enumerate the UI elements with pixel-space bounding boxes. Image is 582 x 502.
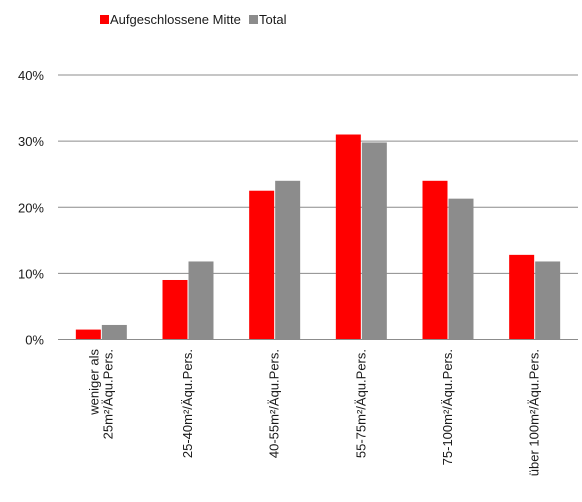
legend: Aufgeschlossene Mitte Total: [100, 12, 287, 27]
bar-total-0: [101, 324, 127, 340]
bar-aufgeschlossene-mitte-1: [162, 279, 188, 340]
bar-total-4: [448, 198, 474, 340]
bars: [75, 134, 561, 340]
bar-aufgeschlossene-mitte-4: [422, 180, 448, 340]
bar-total-3: [361, 142, 387, 340]
legend-label: Aufgeschlossene Mitte: [110, 12, 241, 27]
gridlines: [58, 74, 578, 274]
y-tick-label: 30%: [18, 134, 44, 149]
x-tick-label: 25m²/Äqu.Pers.: [100, 349, 115, 439]
y-tick-label: 40%: [18, 68, 44, 83]
bar-aufgeschlossene-mitte-0: [75, 329, 101, 340]
x-axis-tick-labels: weniger als 25m²/Äqu.Pers. 25-40m²/Äqu.Per…: [86, 349, 541, 477]
x-tick-label: 55-75m²/Äqu.Pers.: [353, 349, 368, 458]
y-tick-label: 0%: [25, 333, 44, 348]
bar-aufgeschlossene-mitte-5: [509, 254, 535, 340]
x-tick-label: über 100m²/Äqu.Pers.: [527, 349, 542, 476]
bar-aufgeschlossene-mitte-3: [335, 134, 361, 340]
bar-total-1: [188, 261, 214, 340]
x-tick-label: weniger als: [86, 349, 101, 416]
legend-label: Total: [259, 12, 287, 27]
x-tick-label: 25-40m²/Äqu.Pers.: [180, 349, 195, 458]
bar-aufgeschlossene-mitte-2: [249, 190, 275, 340]
y-tick-label: 20%: [18, 200, 44, 215]
legend-swatch: [249, 15, 258, 24]
x-tick-label: 75-100m²/Äqu.Pers.: [440, 349, 455, 465]
legend-swatch: [100, 15, 109, 24]
x-tick-label: 40-55m²/Äqu.Pers.: [267, 349, 282, 458]
bar-total-2: [275, 180, 301, 340]
y-tick-label: 10%: [18, 266, 44, 281]
y-axis-tick-labels: 0% 10% 20% 30% 40%: [18, 68, 44, 348]
bar-total-5: [535, 261, 561, 340]
